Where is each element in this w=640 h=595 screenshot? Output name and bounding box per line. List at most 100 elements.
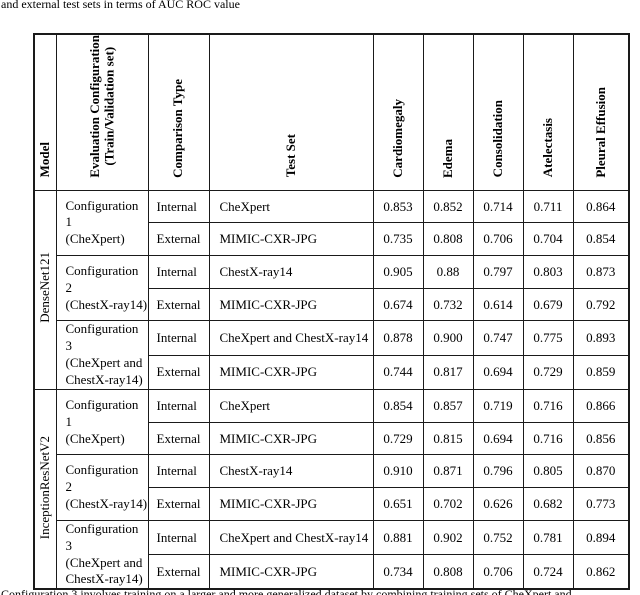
auc-edema-value: 0.702	[422, 487, 474, 521]
test-set-cell: MIMIC-CXR-JPG	[208, 487, 374, 521]
auc-atelectasis-value: 0.704	[522, 222, 574, 257]
col-header-eval-configuration-label: Evaluation Configuration (Train/Validati…	[86, 35, 116, 178]
col-header-eval-configuration: Evaluation Configuration (Train/Validati…	[55, 33, 149, 191]
config-line: (ChestX-ray14)	[65, 296, 148, 312]
auc-consolidation-value: 0.796	[472, 454, 524, 489]
auc-pleural-effusion-value: 0.893	[572, 320, 630, 356]
auc-cardiomegaly-value: 0.651	[372, 487, 424, 521]
test-set-cell: CheXpert and ChestX-ray14	[208, 320, 374, 356]
auc-results-table: Model Evaluation Configuration (Train/Va…	[33, 33, 630, 591]
config-cell: Configuration 1 (CheXpert)	[55, 189, 149, 257]
table-row: External MIMIC-CXR-JPG 0.735 0.808 0.706…	[34, 222, 630, 257]
auc-atelectasis-value: 0.803	[522, 255, 574, 289]
auc-consolidation-value: 0.714	[472, 189, 524, 224]
auc-edema-value: 0.857	[422, 388, 474, 423]
auc-atelectasis-value: 0.679	[522, 287, 574, 322]
col-header-test-set-label: Test Set	[282, 134, 298, 178]
auc-pleural-effusion-value: 0.894	[572, 519, 630, 556]
auc-edema-value: 0.808	[422, 222, 474, 257]
col-header-pleural-effusion-label: Pleural Effusion	[592, 87, 608, 178]
auc-cardiomegaly-value: 0.854	[372, 388, 424, 423]
auc-pleural-effusion-value: 0.873	[572, 255, 630, 289]
model-label: InceptionResNetV2	[37, 435, 53, 539]
col-header-pleural-effusion: Pleural Effusion	[572, 33, 630, 191]
test-set-cell: ChestX-ray14	[208, 255, 374, 289]
config-line: ChestX-ray14)	[65, 372, 143, 388]
config-line: Configuration 2	[65, 262, 139, 295]
test-set-cell: MIMIC-CXR-JPG	[208, 554, 374, 590]
col-header-consolidation-label: Consolidation	[489, 100, 505, 178]
col-header-test-set: Test Set	[208, 33, 374, 191]
auc-pleural-effusion-value: 0.862	[572, 554, 630, 590]
auc-cardiomegaly-value: 0.735	[372, 222, 424, 257]
col-header-consolidation: Consolidation	[472, 33, 524, 191]
table-row: External MIMIC-CXR-JPG 0.734 0.808 0.706…	[34, 554, 630, 590]
config-cell: Configuration 3 (CheXpert and ChestX-ray…	[55, 320, 149, 390]
config-cell: Configuration 1 (CheXpert)	[55, 388, 149, 456]
auc-edema-value: 0.902	[422, 519, 474, 556]
auc-pleural-effusion-value: 0.773	[572, 487, 630, 521]
auc-pleural-effusion-value: 0.792	[572, 287, 630, 322]
table-row: InceptionResNetV2 Configuration 1 (CheXp…	[33, 388, 630, 590]
table-header-row: Model Evaluation Configuration (Train/Va…	[33, 33, 630, 191]
col-header-edema: Edema	[422, 33, 474, 191]
comparison-type-cell: External	[147, 487, 210, 521]
col-header-comparison-type-label: Comparison Type	[170, 78, 186, 178]
config-line: Configuration 2	[65, 462, 139, 495]
col-header-model: Model	[33, 33, 57, 191]
table-row: External MIMIC-CXR-JPG 0.651 0.702 0.626…	[34, 487, 630, 521]
test-set-cell: MIMIC-CXR-JPG	[208, 421, 374, 456]
auc-edema-value: 0.732	[422, 287, 474, 322]
config-cell: Configuration 2 (ChestX-ray14)	[55, 454, 149, 521]
comparison-type-cell: Internal	[147, 189, 210, 224]
auc-consolidation-value: 0.797	[472, 255, 524, 289]
auc-cardiomegaly-value: 0.878	[372, 320, 424, 356]
table-row: Configuration 2 (ChestX-ray14) Internal …	[34, 255, 630, 322]
config-line: (CheXpert)	[65, 231, 125, 247]
test-set-cell: CheXpert	[208, 189, 374, 224]
auc-atelectasis-value: 0.781	[522, 519, 574, 556]
auc-pleural-effusion-value: 0.856	[572, 421, 630, 456]
table-footnote-fragment: Configuration 3 involves training on a l…	[1, 587, 572, 595]
auc-cardiomegaly-value: 0.853	[372, 189, 424, 224]
auc-pleural-effusion-value: 0.859	[572, 354, 630, 390]
table-caption-fragment-top: and external test sets in terms of AUC R…	[1, 0, 240, 11]
auc-cardiomegaly-value: 0.729	[372, 421, 424, 456]
test-set-cell: MIMIC-CXR-JPG	[208, 222, 374, 257]
auc-edema-value: 0.88	[422, 255, 474, 289]
auc-cardiomegaly-value: 0.881	[372, 519, 424, 556]
auc-atelectasis-value: 0.775	[522, 320, 574, 356]
config-cell: Configuration 3 (CheXpert and ChestX-ray…	[55, 519, 149, 590]
auc-atelectasis-value: 0.805	[522, 454, 574, 489]
comparison-type-cell: External	[147, 554, 210, 590]
comparison-type-cell: Internal	[147, 388, 210, 423]
comparison-type-cell: External	[147, 222, 210, 257]
config-line: Configuration 1	[65, 396, 139, 429]
comparison-type-cell: Internal	[147, 454, 210, 489]
model-cell: InceptionResNetV2	[33, 388, 57, 590]
table-row: External MIMIC-CXR-JPG 0.729 0.815 0.694…	[34, 421, 630, 456]
col-header-model-label: Model	[37, 142, 53, 178]
table-row: Configuration 2 (ChestX-ray14) Internal …	[34, 454, 630, 521]
auc-atelectasis-value: 0.729	[522, 354, 574, 390]
model-label: DenseNet121	[37, 252, 53, 324]
auc-edema-value: 0.815	[422, 421, 474, 456]
comparison-type-cell: External	[147, 354, 210, 390]
table-row: Configuration 3 (CheXpert and ChestX-ray…	[34, 320, 630, 390]
auc-edema-value: 0.852	[422, 189, 474, 224]
auc-consolidation-value: 0.694	[472, 354, 524, 390]
col-header-comparison-type: Comparison Type	[147, 33, 210, 191]
auc-atelectasis-value: 0.711	[522, 189, 574, 224]
auc-atelectasis-value: 0.716	[522, 421, 574, 456]
table-row: DenseNet121 Configuration 1 (CheXpert) I…	[33, 189, 630, 390]
config-line: Configuration 1	[65, 197, 139, 230]
test-set-cell: CheXpert and ChestX-ray14	[208, 519, 374, 556]
auc-consolidation-value: 0.694	[472, 421, 524, 456]
comparison-type-cell: Internal	[147, 320, 210, 356]
table-row: Configuration 3 (CheXpert and ChestX-ray…	[34, 519, 630, 590]
comparison-type-cell: Internal	[147, 255, 210, 289]
config-line: (CheXpert and	[65, 554, 143, 570]
auc-pleural-effusion-value: 0.870	[572, 454, 630, 489]
auc-cardiomegaly-value: 0.744	[372, 354, 424, 390]
test-set-cell: MIMIC-CXR-JPG	[208, 354, 374, 390]
